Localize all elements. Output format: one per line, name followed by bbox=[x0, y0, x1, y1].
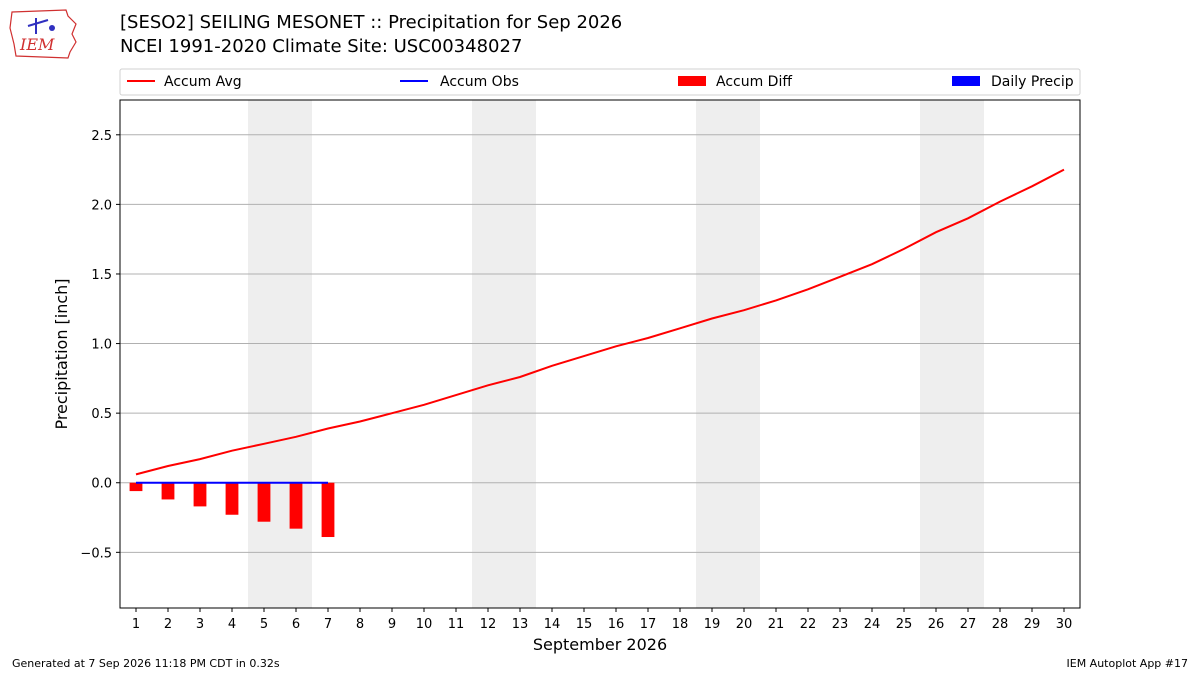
chart-title: [SESO2] SEILING MESONET :: Precipitation… bbox=[120, 12, 623, 33]
accum-avg-line bbox=[135, 168, 1065, 476]
x-tick-label-5: 5 bbox=[260, 617, 268, 632]
iem-logo: IEM bbox=[9, 9, 77, 59]
legend-label-accum-diff: Accum Diff bbox=[716, 74, 792, 90]
accum-diff-bars bbox=[129, 482, 335, 538]
legend-label-daily-precip: Daily Precip bbox=[991, 74, 1074, 90]
x-tick-label-25: 25 bbox=[896, 617, 913, 632]
x-tick-label-11: 11 bbox=[448, 617, 465, 632]
logo-text: IEM bbox=[19, 35, 55, 54]
x-tick-label-12: 12 bbox=[480, 617, 497, 632]
axis-ticks: −0.50.00.51.01.52.02.51 2 3 4 5 6 7 8 9 10 11 12 13 1… bbox=[80, 129, 1072, 632]
plot-frame bbox=[119, 99, 1081, 609]
x-tick-label-27: 27 bbox=[960, 617, 977, 632]
y-axis-label: Precipitation [inch] bbox=[52, 278, 71, 429]
x-tick-label-30: 30 bbox=[1056, 617, 1073, 632]
accum-diff-bar-5 bbox=[257, 482, 271, 522]
y-tick-label-0: −0.5 bbox=[80, 546, 112, 561]
x-tick-label-7: 7 bbox=[324, 617, 332, 632]
accum-diff-bar-6 bbox=[289, 482, 303, 529]
weekend-shading bbox=[248, 100, 984, 608]
legend: Accum Avg Accum Obs Accum Diff Daily Precip bbox=[119, 68, 1081, 96]
chart-subtitle: NCEI 1991-2020 Climate Site: USC00348027 bbox=[120, 36, 523, 57]
x-tick-label-22: 22 bbox=[800, 617, 817, 632]
y-tick-label-1: 0.0 bbox=[91, 477, 112, 492]
autoplot-app-label: IEM Autoplot App #17 bbox=[1066, 657, 1189, 670]
legend-swatch-accum-diff bbox=[678, 76, 706, 86]
x-tick-label-15: 15 bbox=[576, 617, 593, 632]
legend-label-accum-obs: Accum Obs bbox=[440, 74, 519, 90]
weekend-span-1 bbox=[472, 100, 536, 608]
y-tick-label-2: 0.5 bbox=[91, 407, 112, 422]
x-tick-label-2: 2 bbox=[164, 617, 172, 632]
accum-diff-bar-4 bbox=[225, 482, 239, 515]
generated-timestamp: Generated at 7 Sep 2026 11:18 PM CDT in … bbox=[12, 657, 280, 670]
x-tick-label-8: 8 bbox=[356, 617, 364, 632]
x-tick-label-18: 18 bbox=[672, 617, 689, 632]
y-tick-label-3: 1.0 bbox=[91, 338, 112, 353]
x-tick-label-14: 14 bbox=[544, 617, 561, 632]
x-tick-label-1: 1 bbox=[132, 617, 140, 632]
x-tick-label-10: 10 bbox=[416, 617, 433, 632]
x-tick-label-20: 20 bbox=[736, 617, 753, 632]
x-tick-label-21: 21 bbox=[768, 617, 785, 632]
x-tick-label-19: 19 bbox=[704, 617, 721, 632]
weekend-span-3 bbox=[920, 100, 984, 608]
x-tick-label-24: 24 bbox=[864, 617, 881, 632]
iowa-outline-icon bbox=[9, 9, 77, 59]
x-tick-label-16: 16 bbox=[608, 617, 625, 632]
accum-diff-bar-3 bbox=[193, 482, 207, 507]
y-tick-label-4: 1.5 bbox=[91, 268, 112, 283]
x-tick-label-29: 29 bbox=[1024, 617, 1041, 632]
x-tick-label-26: 26 bbox=[928, 617, 945, 632]
x-tick-label-13: 13 bbox=[512, 617, 529, 632]
legend-box bbox=[119, 68, 1081, 96]
x-tick-label-3: 3 bbox=[196, 617, 204, 632]
legend-label-accum-avg: Accum Avg bbox=[164, 74, 242, 90]
accum-diff-bar-2 bbox=[161, 482, 175, 500]
series-lines bbox=[135, 168, 1065, 484]
weekend-span-2 bbox=[696, 100, 760, 608]
accum-diff-bar-7 bbox=[321, 482, 335, 538]
legend-swatch-daily-precip bbox=[952, 76, 980, 86]
grid-lines bbox=[120, 134, 1080, 553]
accum-diff-bar-1 bbox=[129, 482, 143, 492]
x-tick-label-4: 4 bbox=[228, 617, 236, 632]
x-tick-label-6: 6 bbox=[292, 617, 300, 632]
x-axis-label: September 2026 bbox=[533, 635, 667, 654]
y-tick-label-6: 2.5 bbox=[91, 129, 112, 144]
x-tick-label-9: 9 bbox=[388, 617, 396, 632]
x-tick-label-23: 23 bbox=[832, 617, 849, 632]
x-tick-label-28: 28 bbox=[992, 617, 1009, 632]
weekend-span-0 bbox=[248, 100, 312, 608]
x-tick-label-17: 17 bbox=[640, 617, 657, 632]
y-tick-label-5: 2.0 bbox=[91, 198, 112, 213]
